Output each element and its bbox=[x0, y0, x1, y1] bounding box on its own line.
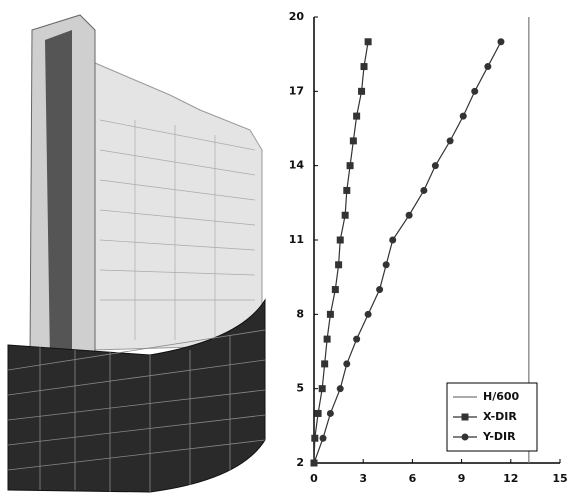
data-point bbox=[365, 38, 372, 45]
y-tick-label: 2 bbox=[296, 456, 304, 469]
data-point bbox=[432, 162, 439, 169]
x-tick-label: 9 bbox=[458, 472, 466, 485]
data-point bbox=[343, 187, 350, 194]
data-point bbox=[484, 63, 491, 70]
series-line bbox=[314, 42, 368, 463]
data-point bbox=[447, 137, 454, 144]
data-point bbox=[460, 113, 467, 120]
y-tick-label: 11 bbox=[289, 233, 304, 246]
legend-marker bbox=[462, 414, 469, 421]
legend-label: Y-DIR bbox=[482, 430, 516, 443]
data-point bbox=[350, 137, 357, 144]
data-point bbox=[497, 38, 504, 45]
legend-label: X-DIR bbox=[483, 410, 517, 423]
data-point bbox=[327, 311, 334, 318]
data-point bbox=[383, 261, 390, 268]
data-point bbox=[358, 88, 365, 95]
data-point bbox=[335, 261, 342, 268]
data-point bbox=[321, 360, 328, 367]
data-point bbox=[361, 63, 368, 70]
data-point bbox=[319, 385, 326, 392]
x-tick-label: 3 bbox=[359, 472, 367, 485]
y-tick-label: 14 bbox=[289, 159, 305, 172]
building-model bbox=[8, 15, 265, 492]
data-point bbox=[353, 336, 360, 343]
data-point bbox=[471, 88, 478, 95]
data-point bbox=[332, 286, 339, 293]
data-point bbox=[406, 212, 413, 219]
x-tick-label: 6 bbox=[409, 472, 417, 485]
data-point bbox=[342, 212, 349, 219]
data-point bbox=[389, 237, 396, 244]
y-tick-label: 5 bbox=[296, 382, 304, 395]
data-point bbox=[365, 311, 372, 318]
y-tick-label: 17 bbox=[289, 84, 304, 97]
x-tick-label: 12 bbox=[503, 472, 518, 485]
y-tick-label: 8 bbox=[296, 307, 304, 320]
data-point bbox=[343, 360, 350, 367]
data-point bbox=[337, 237, 344, 244]
data-point bbox=[353, 113, 360, 120]
figure: 2 5 8 11 14 17 20 0 3 6 9 12 15 H/600 X-DIR Y-DIR bbox=[0, 0, 571, 497]
data-point bbox=[347, 162, 354, 169]
legend-label: H/600 bbox=[483, 390, 520, 403]
y-tick-label: 20 bbox=[289, 10, 305, 23]
data-point bbox=[376, 286, 383, 293]
data-point bbox=[337, 385, 344, 392]
x-tick-label: 15 bbox=[552, 472, 567, 485]
data-point bbox=[324, 336, 331, 343]
data-point bbox=[311, 460, 318, 467]
data-point bbox=[315, 410, 322, 417]
data-point bbox=[320, 435, 327, 442]
data-point bbox=[311, 435, 318, 442]
legend-marker bbox=[462, 434, 469, 441]
x-tick-label: 0 bbox=[310, 472, 318, 485]
data-point bbox=[327, 410, 334, 417]
data-point bbox=[420, 187, 427, 194]
